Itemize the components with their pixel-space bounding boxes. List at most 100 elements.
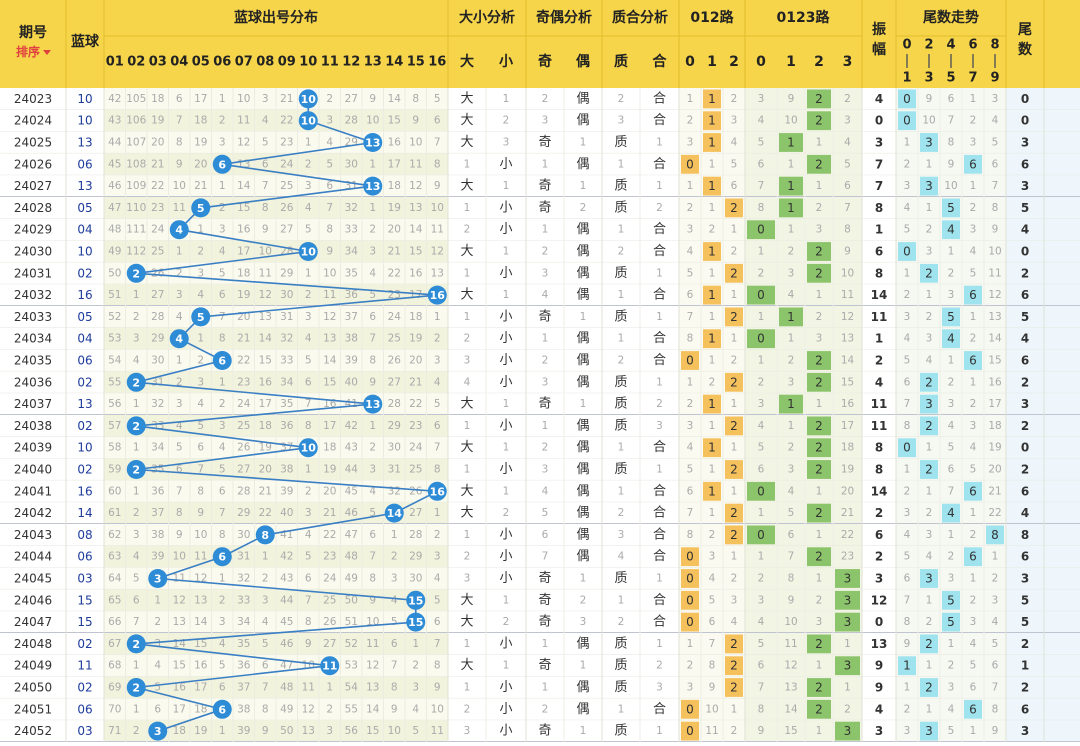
miss-count: 25 xyxy=(388,333,401,345)
tail-value-row-bg xyxy=(1006,524,1080,546)
miss-count: 10 xyxy=(173,180,186,192)
tail-hit: 4 xyxy=(947,223,955,237)
miss-count: 8 xyxy=(434,660,441,672)
miss-count: 5 xyxy=(133,573,140,585)
hit-prime: 质 xyxy=(614,418,627,433)
miss-count: 20 xyxy=(194,158,207,170)
r012-hit-bg xyxy=(725,678,743,697)
miss-count: 27 xyxy=(345,93,358,105)
row-label-bg xyxy=(0,436,104,459)
miss-count: 3 xyxy=(788,376,795,388)
miss-count: 17 xyxy=(323,420,336,432)
period-cell: 24040 xyxy=(14,463,52,477)
miss-count: 1 xyxy=(542,682,549,694)
miss-count: 23 xyxy=(237,376,250,388)
row-label-bg xyxy=(0,109,104,132)
amplitude-cell: 8 xyxy=(875,266,883,280)
miss-count: 2 xyxy=(219,115,226,127)
miss-count: 5 xyxy=(948,442,955,454)
ball-circle xyxy=(298,89,318,109)
miss-count: 9 xyxy=(992,725,999,737)
blue-ball-marker: 16 xyxy=(427,481,447,501)
miss-count: 1 xyxy=(758,246,765,258)
miss-count: 21 xyxy=(194,180,207,192)
miss-count: 24 xyxy=(280,158,294,170)
miss-count: 11 xyxy=(841,289,854,301)
miss-count: 1 xyxy=(970,725,977,737)
miss-count: 2 xyxy=(709,224,716,236)
miss-count: 1 xyxy=(434,507,441,519)
blue-ball-marker: 8 xyxy=(255,525,275,545)
period-cell: 24026 xyxy=(14,157,52,171)
miss-count: 50 xyxy=(280,725,293,737)
miss-count: 1 xyxy=(656,638,663,650)
subheader-odd: 奇 xyxy=(538,53,552,70)
miss-count: 1 xyxy=(816,529,823,541)
miss-count: 22 xyxy=(409,398,422,410)
r012-hit-bg xyxy=(703,176,721,196)
miss-count: 10 xyxy=(409,137,422,149)
miss-count: 9 xyxy=(369,594,376,606)
miss-count: 1 xyxy=(618,485,625,497)
row-label-bg xyxy=(0,502,104,524)
blue-ball-cell: 10 xyxy=(77,114,92,128)
miss-count: 28 xyxy=(280,246,293,258)
tail-group-top: 4 xyxy=(946,38,955,53)
hit-big: 大 xyxy=(460,288,473,303)
miss-count: 1 xyxy=(176,355,183,367)
period-cell: 24045 xyxy=(14,572,52,586)
miss-count: 3 xyxy=(542,267,549,279)
miss-count: 2 xyxy=(262,573,269,585)
miss-count: 6 xyxy=(904,573,911,585)
r0123-hit: 2 xyxy=(815,245,823,259)
period-cell: 24044 xyxy=(14,550,52,564)
ball-number: 10 xyxy=(301,93,317,106)
miss-count: 3 xyxy=(970,420,977,432)
amplitude-cell: 2 xyxy=(875,354,883,368)
miss-count: 1 xyxy=(656,180,663,192)
miss-count: 10 xyxy=(366,616,379,628)
miss-count: 10 xyxy=(944,180,957,192)
r012-hit-bg xyxy=(681,569,699,588)
miss-count: 2 xyxy=(464,551,471,563)
miss-count: 3 xyxy=(948,682,955,694)
tail-value-row-bg xyxy=(1006,240,1080,263)
miss-count: 4 xyxy=(391,594,398,606)
miss-count: 1 xyxy=(948,246,955,258)
tail-hit-bg xyxy=(920,263,938,283)
amplitude-cell: 3 xyxy=(875,572,883,586)
hit-even: 偶 xyxy=(576,527,589,542)
miss-count: 45 xyxy=(345,485,358,497)
amplitude-cell: 3 xyxy=(875,724,883,738)
miss-count: 3 xyxy=(618,529,625,541)
miss-count: 30 xyxy=(151,355,164,367)
miss-count: 3 xyxy=(197,376,204,388)
hit-comp: 合 xyxy=(653,113,666,128)
miss-count: 1 xyxy=(618,442,625,454)
miss-count: 4 xyxy=(926,355,933,367)
miss-count: 37 xyxy=(237,682,250,694)
parity-header: 奇偶分析 xyxy=(536,9,592,26)
miss-count: 61 xyxy=(108,507,121,519)
tail-cell: 5 xyxy=(1021,310,1029,324)
tail-value-row-bg xyxy=(1006,676,1080,699)
miss-count: 1 xyxy=(464,529,471,541)
miss-count: 7 xyxy=(219,507,226,519)
miss-count: 3 xyxy=(731,115,738,127)
miss-count: 8 xyxy=(412,93,419,105)
miss-count: 2 xyxy=(948,376,955,388)
miss-count: 67 xyxy=(108,638,121,650)
miss-count: 10 xyxy=(237,93,250,105)
r0123-hit-bg xyxy=(807,372,831,392)
miss-count: 21 xyxy=(323,507,336,519)
miss-count: 1 xyxy=(970,180,977,192)
miss-count: 1 xyxy=(503,246,510,258)
miss-count: 1 xyxy=(369,202,376,214)
period-cell: 24036 xyxy=(14,375,52,389)
miss-count: 17 xyxy=(194,93,207,105)
miss-count: 49 xyxy=(345,573,358,585)
sort-button[interactable]: 排序 xyxy=(16,44,40,59)
miss-count: 5 xyxy=(197,420,204,432)
miss-count: 1 xyxy=(788,333,795,345)
miss-count: 1 xyxy=(970,573,977,585)
